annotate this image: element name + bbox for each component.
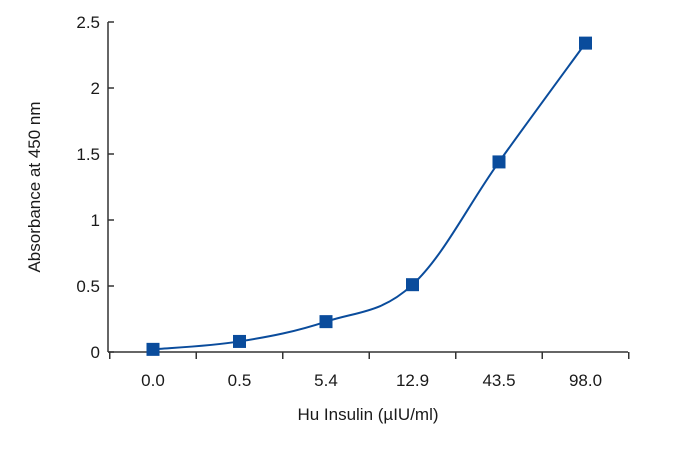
x-tick-label: 98.0 [569,371,602,390]
y-tick-label: 0.5 [76,277,100,296]
y-ticks: 0 0.5 1 1.5 2 2.5 [76,13,114,362]
x-axis-title: Hu Insulin (µIU/ml) [297,405,438,424]
x-tick-label: 0.0 [141,371,165,390]
y-tick-label: 2 [91,79,100,98]
x-tick-label: 5.4 [314,371,338,390]
data-point-marker [579,36,592,50]
x-tick-label: 43.5 [482,371,515,390]
data-point-marker [319,315,333,329]
y-tick-label: 1.5 [76,145,100,164]
series-layer [146,36,592,356]
data-point-marker [406,278,419,292]
data-point-marker [233,334,246,348]
axes [107,22,628,353]
x-tick-label: 0.5 [228,371,252,390]
y-tick-label: 1 [91,211,100,230]
y-axis-title: Absorbance at 450 nm [25,101,44,272]
data-point-marker [492,155,506,169]
series-line [152,42,587,351]
y-tick-label: 0 [91,343,100,362]
x-ticks: 0.0 0.5 5.4 12.9 43.5 98.0 [109,352,630,390]
data-point-marker [146,342,160,356]
y-tick-label: 2.5 [76,13,100,32]
x-tick-label: 12.9 [396,371,429,390]
